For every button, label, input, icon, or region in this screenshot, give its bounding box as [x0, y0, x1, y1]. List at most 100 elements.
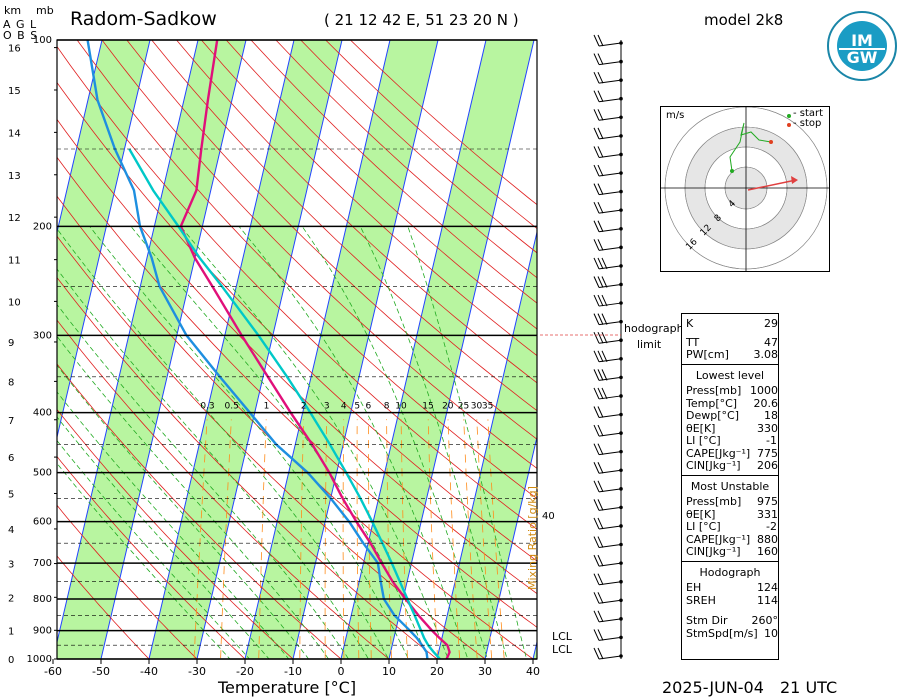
wind-barb-flag: [597, 387, 604, 400]
wind-barb-flag: [601, 350, 608, 362]
isotherm: [292, 40, 439, 659]
time-label: 21 UTC: [780, 678, 838, 697]
lcl-label-2: LCL: [552, 643, 572, 656]
wind-barb-flag: [593, 536, 600, 548]
lowest-level-row: Press[mb] 1000: [686, 384, 778, 397]
hodograph-legend-start: - start: [793, 108, 824, 119]
most-unstable-row: θE[K] 331: [686, 507, 778, 521]
mb-heading: mb: [36, 4, 54, 17]
wind-barb-flag: [601, 332, 608, 344]
wind-barb-flag: [593, 517, 600, 530]
storm-motion-arrowhead: [791, 176, 798, 184]
wind-barb-flag: [597, 90, 604, 102]
x-tick-label: 0: [338, 665, 345, 678]
km-tick-label: 14: [8, 128, 21, 139]
wind-barb-flag: [593, 90, 600, 102]
pressure-tick-label: 700: [33, 558, 52, 569]
wind-barb-flag: [597, 369, 604, 381]
isotherm: [388, 40, 535, 659]
km-tick-label: 2: [8, 593, 14, 604]
km-tick-label: 15: [8, 86, 21, 97]
wind-barb-flag: [601, 257, 608, 270]
most-unstable-row: LI [°C] -2: [686, 520, 777, 533]
hodograph-index-row: StmSpd[m/s] 10: [686, 626, 778, 640]
hodograph-limit-label-2: limit: [637, 338, 662, 351]
km-tick-label: 16: [8, 44, 21, 55]
mixing-ratio-label: 4: [341, 402, 347, 412]
isotherm: [436, 229, 537, 659]
km-tick-label: 5: [8, 489, 14, 500]
wind-barb-flag: [597, 257, 604, 270]
moist-adiabat: [238, 226, 469, 659]
temperature-band: [245, 40, 438, 659]
temperature-band: [341, 40, 534, 659]
wind-barb-flag: [597, 164, 604, 177]
isotherm: [0, 40, 6, 659]
wind-barb-flag: [593, 443, 600, 455]
temperature-axis-title: Temperature [°C]: [218, 678, 357, 697]
hodograph-index-row: Stm Dir 260°: [686, 614, 778, 627]
dry-adiabat: [176, 40, 537, 384]
mixing-ratio-label: 1: [264, 402, 270, 412]
pressure-tick-label: 600: [33, 517, 52, 528]
temperature-profile: [179, 40, 451, 659]
index-row-k: K 29: [686, 317, 778, 330]
x-tick-label: -10: [284, 665, 302, 678]
wind-level-dot: [619, 96, 623, 101]
index-row-pw: PW[cm] 3.08: [686, 348, 778, 361]
lowest-level-title: Lowest level: [695, 368, 765, 382]
moist-adiabat: [301, 226, 488, 659]
pressure-tick-label: 300: [33, 330, 52, 341]
km-tick-label: 4: [8, 525, 14, 536]
wind-level-dot: [619, 78, 623, 82]
wind-barb-flag: [597, 406, 604, 418]
wind-barb-flag: [593, 592, 600, 604]
mixing-ratio-line: [427, 419, 438, 659]
dry-adiabat: [201, 40, 537, 357]
wind-barb-flag: [597, 183, 604, 195]
x-tick-label: -60: [44, 665, 62, 678]
hodograph-panel: 4 8 12 16 m/s - start - stop: [660, 106, 830, 272]
lowest-level-row: CIN[Jkg⁻¹] 206: [686, 459, 778, 472]
wind-barb-flag: [597, 462, 604, 474]
pressure-tick-label: 900: [33, 626, 52, 637]
moist-adiabat: [130, 226, 429, 659]
mixing-ratio-line: [386, 419, 392, 659]
wind-barb-flag: [593, 146, 600, 158]
dry-adiabat: [250, 40, 537, 304]
lowest-level-row: CAPE[Jkg⁻¹] 775: [686, 446, 778, 460]
km-tick-label: 6: [8, 453, 14, 464]
wind-level-dot: [619, 115, 623, 120]
wind-barb-flag: [593, 294, 600, 307]
wind-barb-flag: [593, 350, 600, 362]
legend-stop-dot: [787, 123, 791, 127]
dry-adiabat: [101, 40, 537, 469]
wind-barb-flag: [597, 127, 604, 140]
moist-adiabat: [89, 226, 409, 659]
lowest-level-row: Dewp[°C] 18: [686, 409, 778, 422]
mixing-ratio-line: [487, 419, 505, 659]
km-tick-label: 9: [8, 338, 14, 349]
km-tick-label: 11: [8, 256, 21, 267]
wind-barb-flag: [593, 109, 600, 121]
wind-barb-flag: [597, 536, 604, 548]
hodograph-title: Hodograph: [699, 565, 761, 579]
mixing-ratio-label: 8: [384, 402, 390, 412]
lcl-label-1: LCL: [552, 630, 572, 643]
isotherm: [244, 40, 391, 659]
mixing-ratio-label: 3: [324, 402, 330, 412]
wind-barb-flag: [593, 53, 600, 65]
km-tick-label: 13: [8, 171, 21, 182]
moist-adiabat: [180, 226, 449, 659]
dry-adiabat: [57, 555, 150, 659]
x-tick-label: 40: [526, 665, 540, 678]
moist-adiabat: [57, 335, 330, 659]
mixing-ratio-line: [193, 419, 208, 659]
mixing-ratio-label: 0.3: [200, 402, 214, 412]
isotherm: [484, 434, 537, 659]
wind-barb-flag: [601, 369, 608, 381]
mixing-ratio-label: 30: [471, 402, 483, 412]
wind-barb-flag: [593, 220, 600, 232]
wind-barb-flag: [593, 554, 600, 567]
wind-barb-flag: [597, 610, 604, 623]
